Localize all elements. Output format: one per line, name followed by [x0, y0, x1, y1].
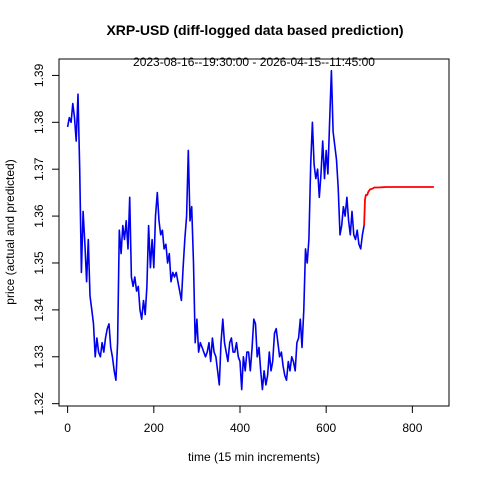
x-tick-label: 200 — [144, 421, 164, 435]
x-axis-label: time (15 min increments) — [188, 450, 320, 464]
y-tick-label: 1.39 — [32, 63, 46, 87]
y-tick-label: 1.38 — [32, 110, 46, 134]
x-tick-label: 400 — [230, 421, 250, 435]
chart-subtitle: 2023-08-16--19:30:00 - 2026-04-15--11:45… — [133, 55, 375, 69]
y-tick-label: 1.34 — [32, 298, 46, 322]
y-tick-label: 1.33 — [32, 345, 46, 369]
series-line-1 — [66, 69, 365, 391]
x-tick-label: 0 — [64, 421, 71, 435]
y-tick-label: 1.37 — [32, 157, 46, 181]
y-tick-label: 1.35 — [32, 251, 46, 275]
chart-title: XRP-USD (diff-logged data based predicti… — [106, 22, 403, 38]
x-axis: 0 200 400 600 800 — [64, 405, 423, 435]
y-axis: 1.32 1.33 1.34 1.35 1.36 1.37 1.38 1.39 — [32, 63, 60, 416]
series-layer — [66, 69, 434, 391]
y-axis-label: price (actual and predicted) — [3, 159, 17, 304]
y-tick-label: 1.36 — [32, 204, 46, 228]
x-tick-label: 600 — [316, 421, 336, 435]
series-line-2 — [363, 186, 434, 226]
x-tick-label: 800 — [402, 421, 422, 435]
y-tick-label: 1.32 — [32, 392, 46, 416]
